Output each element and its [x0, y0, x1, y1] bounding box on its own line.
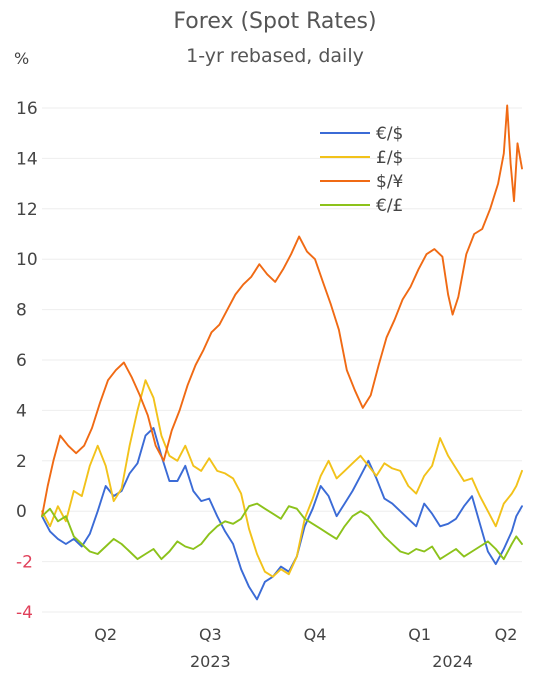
series-line [41, 379, 523, 578]
chart-subtitle: 1-yr rebased, daily [186, 45, 364, 67]
y-axis-label: % [14, 49, 29, 68]
y-tick-label: 6 [16, 351, 27, 371]
x-tick-label: Q1 [408, 625, 431, 644]
y-tick-label: 10 [16, 250, 38, 270]
y-tick-label: -2 [16, 553, 33, 573]
x-axis-ticks: Q2 Q3 Q4 Q1 Q2 2023 2024 [94, 625, 517, 671]
y-tick-label: 8 [16, 301, 27, 321]
y-tick-label: 12 [16, 200, 38, 220]
x-year-label: 2023 [190, 652, 231, 671]
legend-entry: €/£ [376, 196, 403, 216]
legend: €/$ £/$ $/¥ €/£ [320, 124, 404, 216]
y-axis-ticks: -4 -2 0 2 4 6 8 10 12 14 16 [16, 99, 38, 623]
legend-entry: £/$ [376, 148, 403, 168]
x-tick-label: Q2 [94, 625, 117, 644]
series-line [41, 502, 523, 561]
series-lines [41, 104, 523, 601]
x-tick-label: Q2 [495, 625, 518, 644]
y-tick-label: -4 [16, 603, 33, 623]
grid-lines [42, 107, 522, 613]
y-tick-label: 0 [16, 502, 27, 522]
legend-entry: $/¥ [376, 172, 404, 192]
x-tick-label: Q3 [199, 625, 222, 644]
chart-title: Forex (Spot Rates) [173, 9, 376, 34]
y-tick-label: 2 [16, 452, 27, 472]
series-line [41, 104, 523, 518]
y-tick-label: 4 [16, 401, 27, 421]
series-line [41, 427, 523, 601]
y-tick-label: 16 [16, 99, 38, 119]
x-year-label: 2024 [432, 652, 473, 671]
y-tick-label: 14 [16, 149, 38, 169]
x-tick-label: Q4 [304, 625, 327, 644]
legend-entry: €/$ [376, 124, 403, 144]
